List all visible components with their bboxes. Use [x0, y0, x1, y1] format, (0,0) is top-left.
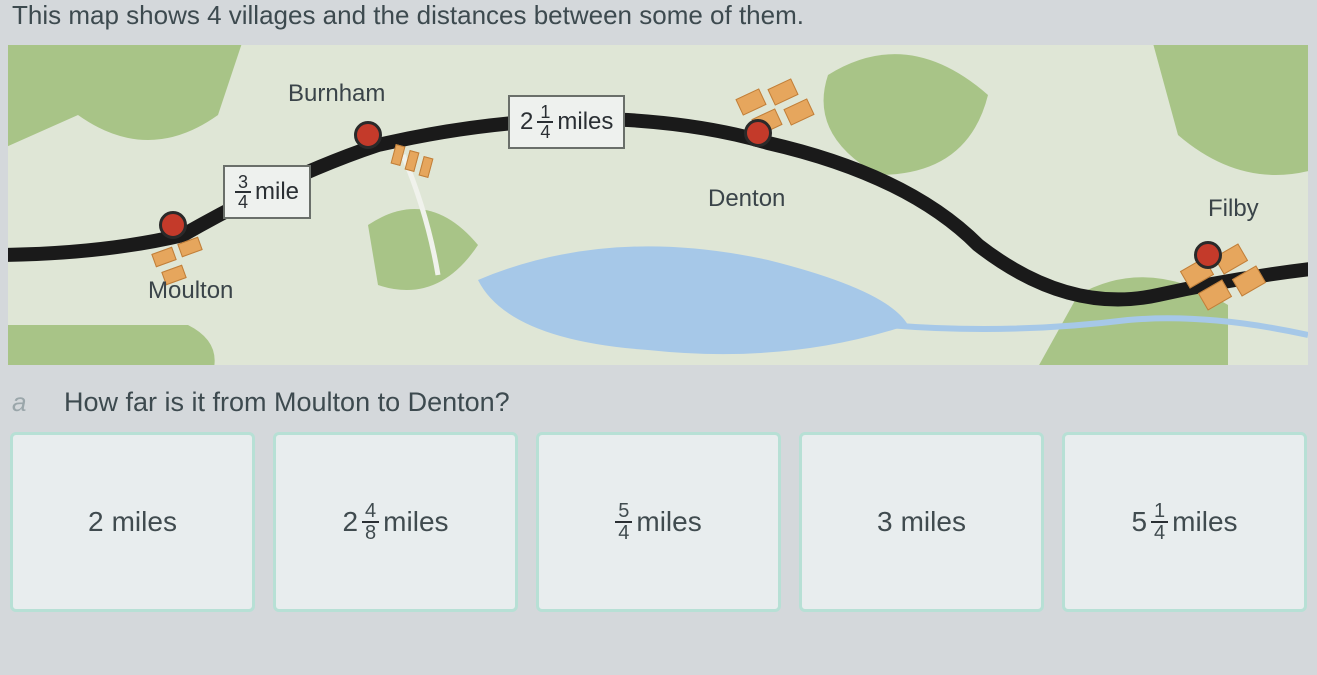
- numerator: 1: [1151, 501, 1168, 523]
- whole-number: 5: [1131, 506, 1147, 538]
- fraction: 1 4: [1151, 501, 1168, 543]
- numerator: 5: [615, 501, 632, 523]
- numerator: 1: [537, 103, 553, 123]
- unit-label: miles: [557, 108, 613, 136]
- green-patch: [368, 209, 478, 290]
- question-row: a How far is it from Moulton to Denton?: [0, 365, 1317, 432]
- unit-label: miles: [112, 506, 177, 538]
- denominator: 4: [235, 193, 251, 211]
- unit-label: mile: [255, 178, 299, 206]
- dot-burnham: [354, 121, 382, 149]
- denominator: 4: [1151, 523, 1168, 543]
- question-text: How far is it from Moulton to Denton?: [64, 387, 510, 418]
- distance-burnham-denton: 2 1 4 miles: [508, 95, 625, 149]
- fraction: 4 8: [362, 501, 379, 543]
- label-denton: Denton: [708, 185, 785, 213]
- denominator: 4: [615, 523, 632, 543]
- label-burnham: Burnham: [288, 80, 385, 108]
- prompt-text: This map shows 4 villages and the distan…: [0, 0, 1317, 45]
- numerator: 4: [362, 501, 379, 523]
- lake: [478, 246, 908, 354]
- unit-label: miles: [901, 506, 966, 538]
- distance-moulton-burnham: 3 4 mile: [223, 165, 311, 219]
- unit-label: miles: [636, 506, 701, 538]
- dot-denton: [744, 119, 772, 147]
- map: Moulton Burnham Denton Filby 3 4 mile 2 …: [8, 45, 1308, 365]
- dot-moulton: [159, 211, 187, 239]
- fraction: 3 4: [235, 173, 251, 211]
- unit-label: miles: [1172, 506, 1237, 538]
- answer-option-3[interactable]: 5 4 miles: [536, 432, 781, 612]
- unit-label: miles: [383, 506, 448, 538]
- whole-number: 2: [342, 506, 358, 538]
- map-svg: [8, 45, 1308, 365]
- answer-option-5[interactable]: 5 1 4 miles: [1062, 432, 1307, 612]
- numerator: 3: [235, 173, 251, 193]
- denominator: 4: [537, 123, 553, 141]
- answer-option-2[interactable]: 2 4 8 miles: [273, 432, 518, 612]
- question-letter: a: [12, 387, 40, 418]
- label-moulton: Moulton: [148, 277, 233, 305]
- dot-filby: [1194, 241, 1222, 269]
- answer-option-4[interactable]: 3 miles: [799, 432, 1044, 612]
- green-patch: [8, 325, 215, 365]
- whole-number: 3: [877, 506, 893, 538]
- fraction: 5 4: [615, 501, 632, 543]
- houses-burnham: [393, 145, 463, 205]
- green-patch: [1148, 45, 1308, 175]
- label-filby: Filby: [1208, 195, 1259, 223]
- whole-number: 2: [88, 506, 104, 538]
- fraction: 1 4: [537, 103, 553, 141]
- denominator: 8: [362, 523, 379, 543]
- green-patch: [824, 54, 988, 175]
- answer-options: 2 miles 2 4 8 miles 5 4 miles 3 miles 5 …: [0, 432, 1317, 612]
- answer-option-1[interactable]: 2 miles: [10, 432, 255, 612]
- green-patch: [8, 45, 248, 155]
- whole-number: 2: [520, 108, 533, 136]
